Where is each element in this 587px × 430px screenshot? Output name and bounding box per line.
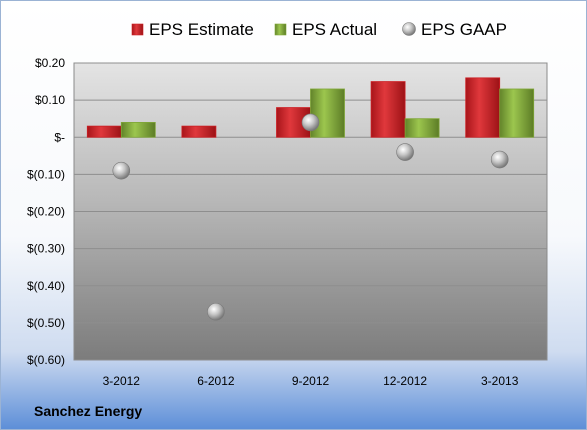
legend-swatch-eps-estimate xyxy=(131,23,144,36)
y-tick-label: $(0.40) xyxy=(27,279,65,293)
gridlines xyxy=(74,62,547,361)
legend-label-eps-estimate: EPS Estimate xyxy=(149,20,254,39)
y-tick-label: $0.10 xyxy=(35,93,65,107)
legend-label-eps-actual: EPS Actual xyxy=(292,20,377,39)
y-axis: $0.20 $0.10 $- $(0.10) $(0.20) $(0.30) $(0.40)… xyxy=(27,56,65,367)
y-tick-label: $(0.60) xyxy=(27,353,65,367)
gaap-points xyxy=(112,113,509,321)
bar-eps-actual xyxy=(310,88,345,138)
company-name: Sanchez Energy xyxy=(34,403,143,419)
point-eps-gaap xyxy=(207,302,225,321)
legend-label-eps-gaap: EPS GAAP xyxy=(421,20,507,39)
bar-eps-estimate xyxy=(370,81,406,138)
y-tick-label: $(0.20) xyxy=(27,205,65,219)
x-tick-label: 6-2012 xyxy=(197,374,235,388)
point-eps-gaap xyxy=(490,150,509,169)
x-tick-label: 3-2012 xyxy=(103,374,141,388)
bar-eps-actual xyxy=(120,122,156,138)
bar-eps-actual xyxy=(404,118,440,138)
bar-eps-estimate xyxy=(181,125,217,138)
y-tick-label: $(0.10) xyxy=(27,167,65,181)
point-eps-gaap xyxy=(396,143,414,161)
legend: EPS Estimate EPS Actual EPS GAAP xyxy=(131,20,507,39)
y-tick-label: $(0.30) xyxy=(27,242,65,256)
bar-eps-estimate xyxy=(465,77,501,138)
bar-series xyxy=(86,77,535,138)
legend-swatch-eps-gaap xyxy=(402,22,416,36)
bar-eps-estimate xyxy=(86,125,122,138)
x-tick-label: 12-2012 xyxy=(383,374,427,388)
y-tick-label: $- xyxy=(54,130,65,144)
x-tick-label: 3-2013 xyxy=(481,374,519,388)
legend-swatch-eps-actual xyxy=(274,23,287,36)
x-tick-label: 9-2012 xyxy=(292,374,330,388)
y-tick-label: $0.20 xyxy=(35,56,65,70)
point-eps-gaap xyxy=(112,161,131,180)
x-axis: 3-2012 6-2012 9-2012 12-2012 3-2013 xyxy=(103,374,519,388)
y-tick-label: $(0.50) xyxy=(27,316,65,330)
bar-eps-actual xyxy=(499,88,535,138)
point-eps-gaap xyxy=(301,113,320,132)
